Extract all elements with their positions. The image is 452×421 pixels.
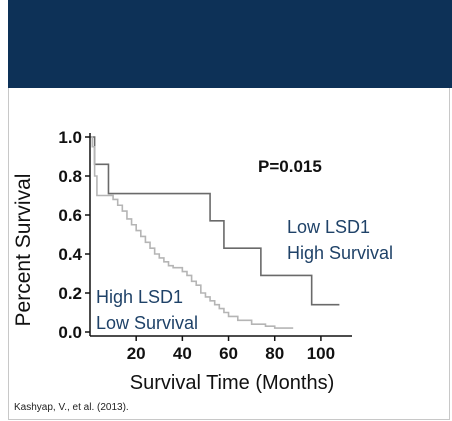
y-tick-label: 0.6 bbox=[58, 206, 82, 225]
citation-text: Kashyap, V., et al. (2013). bbox=[14, 402, 129, 413]
x-axis-label: Survival Time (Months) bbox=[130, 372, 335, 394]
x-tick-label: 60 bbox=[219, 344, 238, 363]
slide-header-band bbox=[8, 0, 452, 88]
p-value-annotation: P=0.015 bbox=[258, 157, 322, 176]
y-tick-label: 0.2 bbox=[58, 284, 82, 303]
y-axis-label: Percent Survival bbox=[12, 174, 35, 327]
survival-curves bbox=[90, 136, 340, 329]
x-tick-label: 40 bbox=[173, 344, 192, 363]
high-lsd1-label: High LSD1 bbox=[96, 287, 183, 307]
x-tick-label: 80 bbox=[265, 344, 284, 363]
x-tick-label: 20 bbox=[127, 344, 146, 363]
survival-curve-1 bbox=[90, 136, 340, 306]
y-tick-label: 1.0 bbox=[58, 128, 82, 147]
slide-frame bbox=[8, 88, 450, 420]
chart-ticks: 0.0 0.2 0.4 0.6 0.8 1.0 20 40 60 80 100 bbox=[58, 128, 335, 363]
low-lsd1-label: Low LSD1 bbox=[287, 217, 370, 237]
y-tick-label: 0.4 bbox=[58, 245, 82, 264]
high-survival-label: High Survival bbox=[287, 243, 393, 263]
survival-curve-2 bbox=[90, 136, 294, 329]
chart-axes bbox=[89, 133, 352, 337]
low-survival-label: Low Survival bbox=[96, 313, 198, 333]
y-tick-label: 0.8 bbox=[58, 167, 82, 186]
y-tick-label: 0.0 bbox=[58, 323, 82, 342]
x-tick-label: 100 bbox=[307, 344, 335, 363]
